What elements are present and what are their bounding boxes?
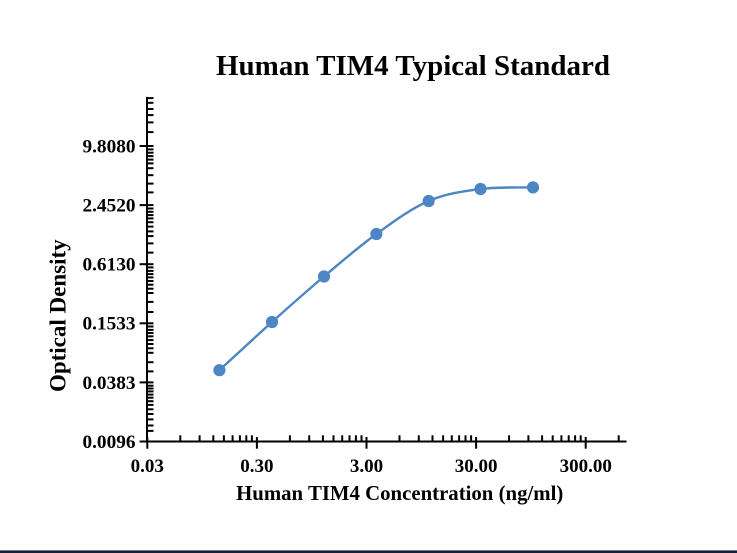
svg-text:Optical Density: Optical Density [46,239,71,392]
svg-text:0.6130: 0.6130 [82,255,135,276]
svg-text:Human TIM4 Typical Standard: Human TIM4 Typical Standard [216,50,610,82]
svg-text:0.1533: 0.1533 [82,314,135,335]
svg-text:0.0096: 0.0096 [82,432,135,453]
svg-text:300.00: 300.00 [560,456,612,477]
svg-text:3.00: 3.00 [350,456,383,477]
svg-text:9.8080: 9.8080 [82,136,135,157]
svg-text:0.30: 0.30 [240,456,273,477]
svg-text:2.4520: 2.4520 [82,196,135,217]
svg-text:Human TIM4 Concentration (ng/m: Human TIM4 Concentration (ng/ml) [236,482,563,505]
svg-text:0.0383: 0.0383 [82,373,135,394]
svg-text:30.00: 30.00 [455,456,498,477]
svg-text:0.03: 0.03 [131,456,164,477]
